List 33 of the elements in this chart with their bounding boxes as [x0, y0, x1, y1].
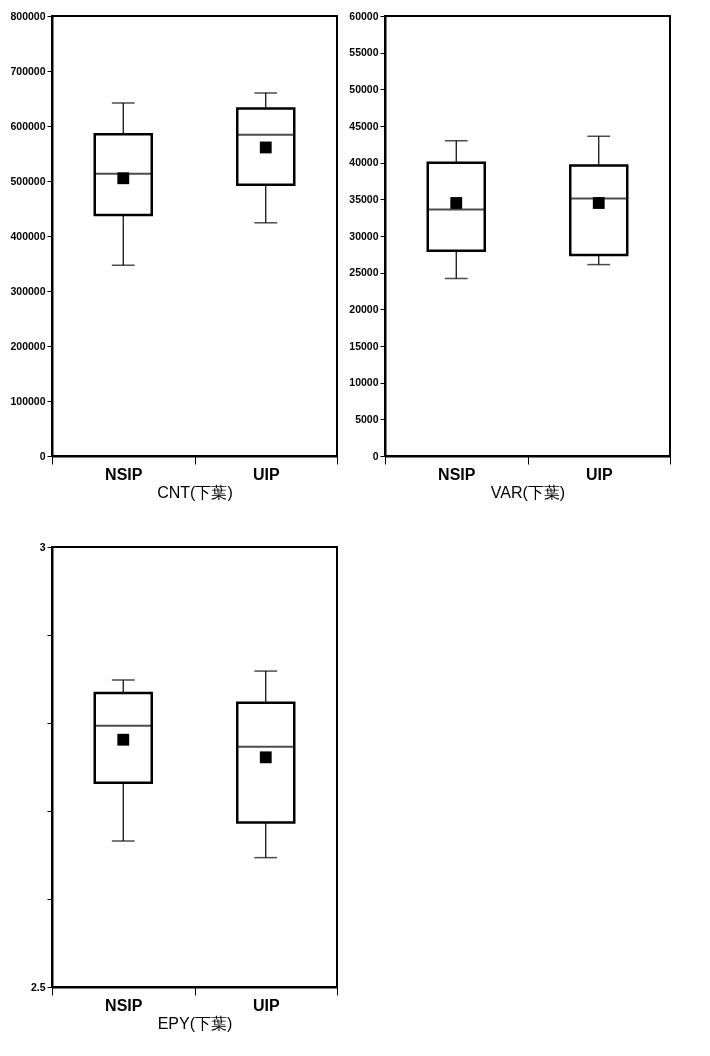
y-tick-label: 500000 [10, 174, 46, 187]
x-axis-title: EPY(下葉) [157, 1014, 233, 1032]
y-tick-label: 10000 [349, 376, 379, 389]
y-tick-label: 60000 [349, 9, 379, 22]
y-tick-label: 20000 [349, 302, 379, 315]
x-tick-label: UIP [252, 465, 280, 483]
y-tick-label: 200000 [10, 339, 46, 352]
y-tick-label: 300000 [10, 284, 46, 297]
y-tick-label: 400000 [10, 229, 46, 242]
y-tick-label: 100000 [10, 394, 46, 407]
y-tick-label: 15000 [349, 339, 379, 352]
y-tick-label: 2.5 [30, 980, 46, 993]
y-tick-label: 5000 [355, 412, 379, 425]
x-tick-label: UIP [252, 996, 280, 1014]
y-tick-label: 45000 [349, 119, 379, 132]
x-tick-label: NSIP [105, 996, 143, 1014]
y-tick-label: 800000 [10, 9, 46, 22]
y-tick-label: 55000 [349, 46, 379, 59]
x-axis-title: VAR(下葉) [490, 483, 566, 501]
y-tick-label: 40000 [349, 156, 379, 169]
y-tick-label: 50000 [349, 82, 379, 95]
y-tick-label: 700000 [10, 64, 46, 77]
x-tick-label: UIP [585, 465, 613, 483]
y-tick-label: 35000 [349, 192, 379, 205]
x-tick-label: NSIP [438, 465, 476, 483]
y-tick-label: 600000 [10, 119, 46, 132]
y-tick-label: 30000 [349, 229, 379, 242]
y-tick-label: 0 [372, 449, 379, 462]
x-axis-title: CNT(下葉) [157, 483, 233, 501]
x-tick-label: NSIP [105, 465, 143, 483]
y-tick-label: 25000 [349, 266, 379, 279]
y-tick-label: 0 [39, 449, 46, 462]
y-tick-label: 3 [39, 540, 46, 553]
